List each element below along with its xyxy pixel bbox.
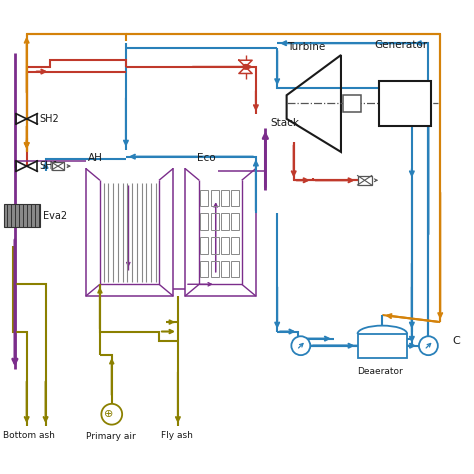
Text: Eva2: Eva2 — [43, 211, 67, 221]
Text: C: C — [452, 336, 460, 346]
Bar — [200, 190, 208, 206]
Bar — [200, 261, 208, 277]
Text: Primary air: Primary air — [86, 432, 136, 441]
Circle shape — [243, 64, 248, 69]
Bar — [200, 237, 208, 254]
Text: Eco: Eco — [197, 154, 216, 164]
Bar — [221, 213, 229, 230]
Text: SH1: SH1 — [39, 161, 59, 171]
Bar — [231, 190, 239, 206]
Circle shape — [419, 336, 438, 355]
Bar — [52, 162, 64, 170]
Bar — [221, 190, 229, 206]
Bar — [221, 261, 229, 277]
Bar — [210, 261, 219, 277]
Text: Deaerator: Deaerator — [357, 367, 403, 376]
Bar — [357, 175, 372, 185]
Bar — [343, 95, 361, 112]
Text: AH: AH — [88, 154, 103, 164]
Bar — [231, 261, 239, 277]
Bar — [4, 204, 40, 227]
Bar — [210, 237, 219, 254]
Bar — [210, 213, 219, 230]
Text: Generator: Generator — [374, 40, 427, 50]
Bar — [210, 190, 219, 206]
Bar — [231, 213, 239, 230]
Circle shape — [101, 404, 122, 425]
Text: Turbine: Turbine — [287, 42, 325, 52]
Text: Stack: Stack — [270, 118, 299, 128]
Bar — [221, 237, 229, 254]
Text: Fly ash: Fly ash — [161, 431, 193, 440]
Bar — [379, 81, 431, 126]
Bar — [231, 237, 239, 254]
Text: Bottom ash: Bottom ash — [3, 431, 55, 440]
Bar — [357, 334, 407, 357]
Circle shape — [292, 336, 310, 355]
Bar — [200, 213, 208, 230]
Text: SH2: SH2 — [39, 114, 59, 124]
Text: ⊕: ⊕ — [104, 409, 114, 419]
